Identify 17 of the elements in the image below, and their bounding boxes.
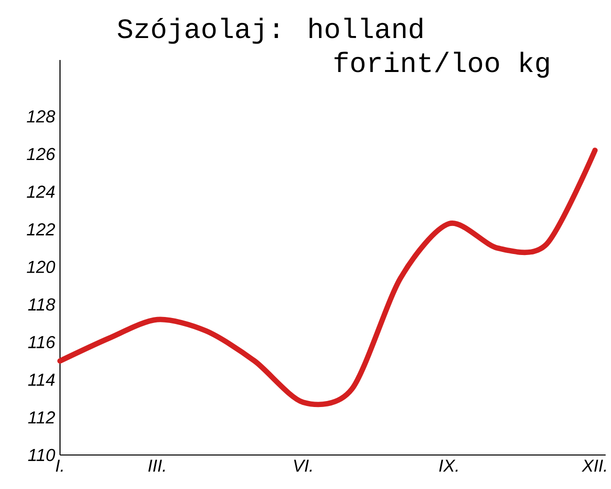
x-tick-label: III. [148,460,165,472]
x-tick-label: XII. [582,460,606,472]
y-tick-label: 116 [28,336,56,348]
y-tick-label: 118 [28,298,56,311]
chart-subtitle: forint/loo kg [334,52,549,78]
y-tick-label: 122 [26,223,56,236]
y-tick-label: 124 [26,186,55,198]
x-tick-label: IX. [439,460,458,472]
y-tick-label: 120 [26,260,56,274]
chart-title: Szójaolaj: holland [118,18,422,44]
y-tick-label: 110 [28,448,56,462]
y-tick-label: 114 [28,374,55,386]
y-tick-label: 128 [26,110,56,123]
x-tick-label: VI. [294,460,312,472]
y-tick-label: 112 [28,411,56,424]
x-tick-label: I. [56,460,63,472]
y-tick-label: 126 [26,148,56,160]
